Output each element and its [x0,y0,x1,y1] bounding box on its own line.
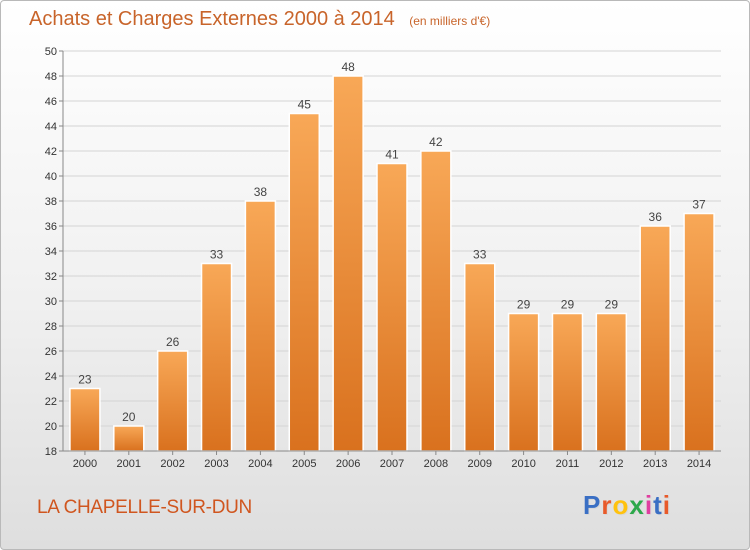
y-tick-label: 32 [45,271,57,283]
y-tick-label: 44 [45,121,57,133]
x-tick-label: 2013 [643,458,667,470]
x-tick-label: 2004 [248,458,272,470]
bar [420,150,452,452]
y-tick-label: 26 [45,346,57,358]
chart-title: Achats et Charges Externes 2000 à 2014 [29,8,395,30]
x-tick-label: 2006 [336,458,360,470]
value-label: 29 [561,298,575,312]
bar [156,350,189,452]
axes: 18 20 22 24 26 28 30 32 34 36 38 40 42 44 46 48 50 2000 20… [45,46,721,470]
y-tick-label: 50 [45,46,57,58]
bar [507,312,540,452]
bar [200,262,233,452]
x-tick-label: 2010 [511,458,535,470]
y-tick-label: 24 [45,371,57,383]
chart-unit: (en milliers d'€) [409,14,491,28]
y-tick-label: 38 [45,196,57,208]
value-label: 29 [517,298,531,312]
y-tick-label: 36 [45,221,57,233]
bar [69,387,101,452]
bar [332,75,364,452]
value-label: 37 [692,198,706,212]
x-tick-label: 2000 [73,458,97,470]
value-label: 36 [649,210,663,224]
value-label: 26 [166,335,180,349]
value-label: 33 [473,248,487,262]
y-tick-label: 34 [45,246,57,258]
y-tick-label: 30 [45,296,57,308]
y-tick-label: 28 [45,321,57,333]
bar [639,225,671,452]
bar [244,200,277,452]
x-tick-label: 2009 [467,458,491,470]
x-tick-label: 2005 [292,458,316,470]
x-tick-label: 2002 [160,458,184,470]
value-label: 48 [341,60,355,74]
proxiti-logo: Proxiti [583,490,671,520]
bar [551,312,584,452]
y-tick-label: 22 [45,396,57,408]
bar [595,312,628,452]
x-tick-label: 2001 [117,458,141,470]
value-label: 42 [429,135,443,149]
y-tick-label: 42 [45,146,57,158]
y-tick-label: 20 [45,421,57,433]
value-label: 33 [210,248,224,262]
bar [288,112,321,452]
title-row: Achats et Charges Externes 2000 à 2014 (… [29,8,490,31]
bar [463,262,496,452]
value-label: 20 [122,410,136,424]
x-tick-label: 2008 [424,458,448,470]
y-tick-label: 40 [45,171,57,183]
location-name: LA CHAPELLE-SUR-DUN [37,497,252,518]
bar [683,212,715,452]
bars [69,75,715,452]
value-label: 29 [605,298,619,312]
x-tick-label: 2007 [380,458,404,470]
y-tick-label: 18 [45,446,57,458]
value-label: 23 [78,373,92,387]
y-tick-label: 46 [45,96,57,108]
value-label: 45 [298,98,312,112]
value-label: 38 [254,185,268,199]
value-label: 41 [385,148,399,162]
x-tick-label: 2014 [687,458,711,470]
y-tick-label: 48 [45,71,57,83]
bar [113,425,145,452]
x-tick-label: 2012 [599,458,623,470]
x-tick-label: 2011 [556,458,580,470]
x-tick-label: 2003 [204,458,228,470]
bar [376,162,408,452]
value-labels: 23 20 26 33 38 45 48 41 42 33 29 29 29 36 37 [78,60,706,424]
